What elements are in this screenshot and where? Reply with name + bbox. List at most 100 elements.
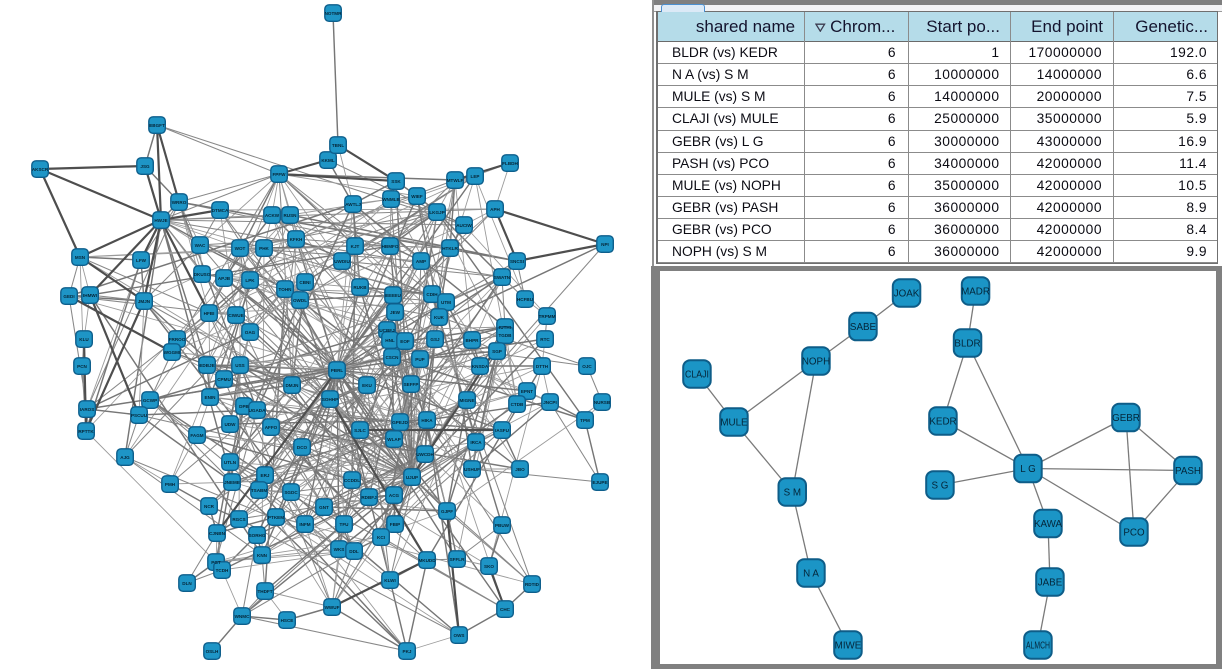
svg-text:OJC: OJC [582,364,592,369]
svg-text:IHMWI: IHMWI [83,293,97,298]
svg-text:CCDDL: CCDDL [344,478,360,483]
svg-text:GPEJD: GPEJD [392,420,408,425]
svg-text:CLAJI: CLAJI [685,369,709,380]
svg-text:TCDH: TCDH [216,568,229,573]
svg-text:UCBFJ: UCBFJ [379,328,395,333]
svg-text:HSCE: HSCE [281,618,294,623]
svg-text:FLBDH: FLBDH [502,161,518,166]
svg-text:JMJN: JMJN [138,299,151,304]
svg-text:INFM: INFM [299,522,310,527]
svg-text:DPB: DPB [239,404,249,409]
svg-text:CPMU: CPMU [217,377,231,382]
svg-text:CSCN: CSCN [385,355,399,360]
svg-text:DTMCA: DTMCA [212,208,229,213]
svg-text:SABE: SABE [850,322,877,333]
svg-text:TRPMM: TRPMM [539,314,556,319]
svg-text:RDBFJ: RDBFJ [361,495,377,500]
svg-text:SFFLR: SFFLR [450,557,465,562]
svg-text:HFBI: HFBI [204,311,215,316]
svg-text:AUCIW: AUCIW [456,223,472,228]
svg-text:KUK: KUK [434,315,445,320]
svg-text:OWS: OWS [454,633,465,638]
svg-text:TFU: TFU [340,522,350,527]
svg-text:EDBJE: EDBJE [199,363,214,368]
svg-text:MKUDD: MKUDD [418,558,436,563]
svg-text:FRROO: FRROO [169,337,186,342]
svg-text:N A: N A [803,568,819,579]
svg-text:SORHG: SORHG [249,533,266,538]
svg-text:HIKA: HIKA [421,418,433,423]
svg-text:AKSCR: AKSCR [32,167,49,172]
svg-text:DMJN: DMJN [285,383,299,388]
svg-text:DLN: DLN [182,581,192,586]
svg-text:WIEF: WIEF [411,194,423,199]
svg-text:AFFO: AFFO [265,425,278,430]
svg-text:DCO: DCO [297,445,308,450]
svg-text:ALMCH: ALMCH [1026,640,1050,651]
svg-text:KFKH: KFKH [290,237,303,242]
svg-text:WRRO: WRRO [172,200,187,205]
svg-text:AJG: AJG [120,455,130,460]
svg-text:APJB: APJB [218,276,231,281]
svg-text:SGDC: SGDC [284,490,298,495]
svg-text:USHUF: USHUF [464,467,480,472]
svg-text:UDW: UDW [225,422,237,427]
svg-text:TOHN: TOHN [279,287,293,292]
svg-text:HWJE: HWJE [154,218,167,223]
svg-text:NOTMR: NOTMR [325,11,343,16]
svg-text:KKML: KKML [321,158,334,163]
svg-text:MSN: MSN [75,255,86,260]
svg-text:FBIP: FBIP [390,522,400,527]
svg-text:EEEEU: EEEEU [385,293,401,298]
svg-text:KCI: KCI [377,535,385,540]
svg-text:SOHHP: SOHHP [322,397,338,402]
svg-text:HBMFO: HBMFO [382,244,399,249]
svg-text:JEW: JEW [390,310,401,315]
svg-text:EOF: EOF [400,339,410,344]
svg-text:KJT: KJT [351,244,360,249]
svg-text:SJLC: SJLC [354,428,366,433]
svg-text:KNSDA: KNSDA [472,364,489,369]
svg-text:UWCDH: UWCDH [416,452,434,457]
svg-text:WNMC: WNMC [235,614,250,619]
svg-text:GNT: GNT [319,505,329,510]
svg-text:ACKW: ACKW [265,213,280,218]
svg-text:ENIN: ENIN [205,395,217,400]
svg-text:RGCS: RGCS [232,517,245,522]
svg-text:SEFFP: SEFFP [404,382,419,387]
svg-text:PHK: PHK [259,246,269,251]
svg-text:TSABM: TSABM [251,488,268,493]
svg-text:JBO: JBO [515,467,525,472]
svg-text:PBRL: PBRL [331,368,344,373]
svg-text:TPM: TPM [580,418,590,423]
svg-text:GEDI: GEDI [63,294,74,299]
svg-text:EKU: EKU [362,383,372,388]
svg-text:MADR: MADR [961,286,990,297]
svg-text:GSJ: GSJ [430,337,440,342]
svg-text:AMP: AMP [416,259,426,264]
svg-text:WWUF: WWUF [325,605,340,610]
svg-text:TGDB: TGDB [498,333,512,338]
svg-text:IRCA: IRCA [470,440,482,445]
svg-text:NCR: NCR [204,504,215,509]
svg-text:PCN: PCN [77,364,87,369]
svg-text:EJUPE: EJUPE [592,480,607,485]
svg-text:UJUP: UJUP [406,475,418,480]
svg-text:MIWE: MIWE [835,640,862,651]
svg-text:IAROS: IAROS [80,407,95,412]
svg-text:JOAK: JOAK [894,288,920,299]
svg-text:PUP: PUP [415,357,424,362]
svg-text:NOPH: NOPH [802,356,830,367]
svg-text:JSG: JSG [140,164,150,169]
svg-text:JNCPI: JNCPI [543,400,557,405]
svg-text:KLU: KLU [79,337,89,342]
svg-text:WAC: WAC [195,243,206,248]
svg-text:UGADA: UGADA [249,408,267,413]
svg-text:WGGMI: WGGMI [164,350,181,355]
svg-text:L G: L G [1020,464,1035,475]
svg-text:UTLN: UTLN [224,460,237,465]
svg-text:OWDL: OWDL [293,298,307,303]
svg-text:APH: APH [490,207,500,212]
svg-text:LEP: LEP [471,174,480,179]
svg-text:LPK: LPK [245,278,255,283]
